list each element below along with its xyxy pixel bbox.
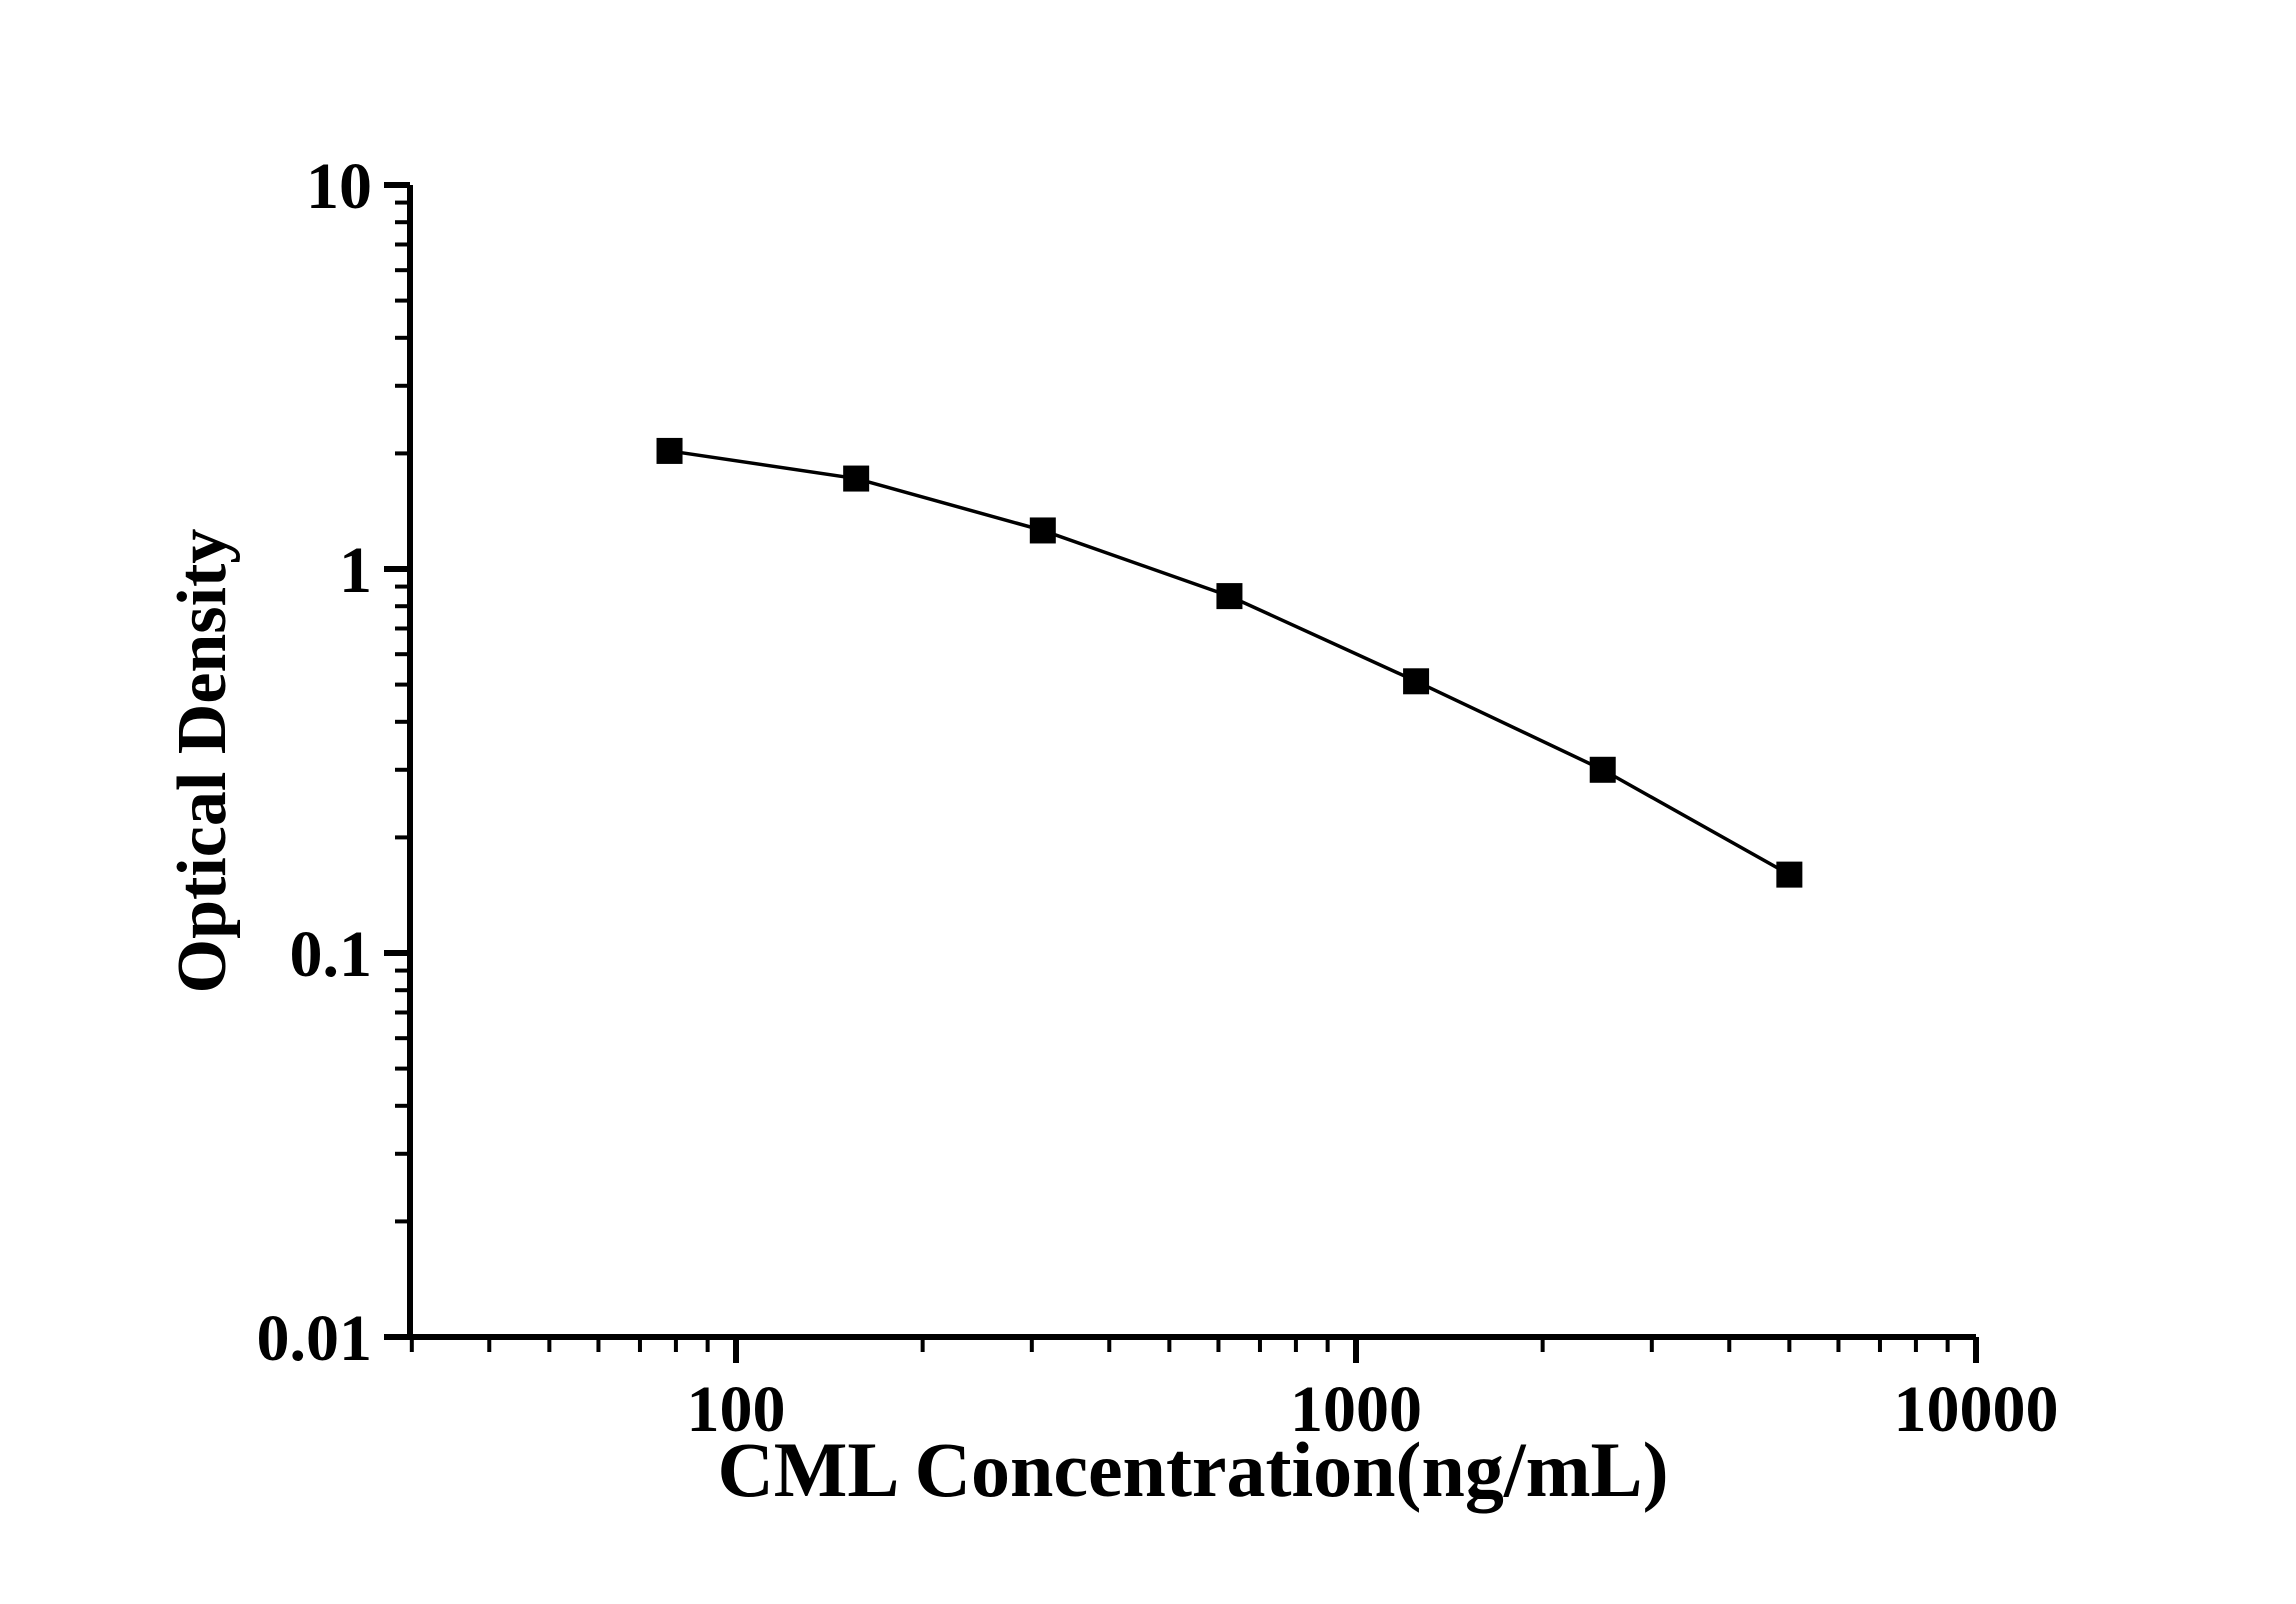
data-point-marker [1403,668,1430,695]
ticks-layer [384,182,1979,1363]
data-point-marker [843,465,870,492]
y-tick-label: 1 [339,534,372,607]
tick-labels-layer: 100 1000 10000 10 1 0.1 0.01 [257,150,2059,1446]
axes-layer [407,185,1976,1340]
x-tick-label: 10000 [1894,1373,2059,1446]
series-layer [656,437,1803,888]
series-line [669,449,1791,877]
data-point-marker [1589,756,1616,783]
y-tick-label: 0.01 [257,1302,373,1375]
x-axis-title: CML Concentration(ng/mL) [717,1426,1668,1513]
data-point-marker [1029,517,1056,544]
data-point-marker [1776,861,1803,888]
y-tick-label: 0.1 [290,918,373,991]
y-tick-label: 10 [306,150,372,223]
y-axis-title: Optical Density [164,529,241,994]
data-point-marker [1216,583,1243,610]
x-tick-label: 1000 [1290,1373,1422,1446]
data-point-marker [656,437,683,464]
x-tick-label: 100 [687,1373,786,1446]
